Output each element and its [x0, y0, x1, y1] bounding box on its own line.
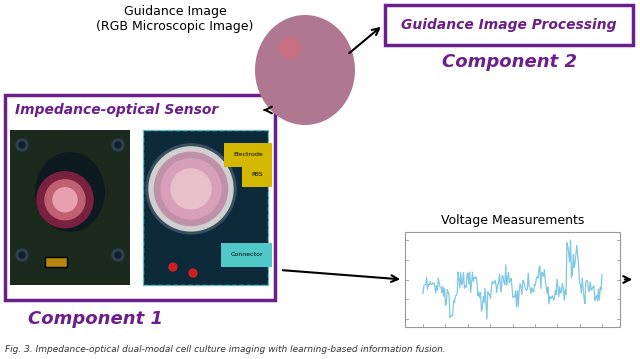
Circle shape [16, 249, 28, 261]
Ellipse shape [35, 152, 105, 232]
Circle shape [112, 139, 124, 151]
Circle shape [280, 38, 300, 58]
Text: Component 2: Component 2 [442, 53, 577, 71]
Circle shape [169, 263, 177, 271]
Circle shape [19, 252, 25, 258]
Circle shape [45, 180, 85, 220]
Text: Component 1: Component 1 [28, 310, 163, 328]
Text: Guidance Image Processing: Guidance Image Processing [401, 18, 617, 32]
FancyBboxPatch shape [143, 130, 268, 285]
Text: Connector: Connector [230, 252, 263, 257]
Text: Fig. 3. Impedance-optical dual-modal cell culture imaging with learning-based in: Fig. 3. Impedance-optical dual-modal cel… [5, 345, 445, 354]
FancyBboxPatch shape [10, 130, 130, 285]
Text: Impedance-optical Sensor: Impedance-optical Sensor [15, 103, 218, 117]
Circle shape [161, 159, 221, 219]
Circle shape [146, 144, 236, 234]
Circle shape [153, 151, 229, 227]
Circle shape [16, 139, 28, 151]
FancyBboxPatch shape [385, 5, 633, 45]
FancyBboxPatch shape [5, 95, 275, 300]
Text: Guidance Image
(RGB Microscopic Image): Guidance Image (RGB Microscopic Image) [96, 5, 253, 33]
Text: Electrode: Electrode [233, 153, 263, 158]
Text: Voltage Measurements: Voltage Measurements [441, 214, 584, 227]
Circle shape [53, 188, 77, 212]
Circle shape [19, 142, 25, 148]
Ellipse shape [255, 15, 355, 125]
Text: PBS: PBS [252, 173, 263, 177]
Circle shape [115, 142, 121, 148]
FancyBboxPatch shape [45, 257, 67, 267]
Circle shape [171, 169, 211, 209]
Circle shape [115, 252, 121, 258]
FancyBboxPatch shape [405, 232, 620, 327]
Circle shape [37, 172, 93, 228]
Circle shape [189, 269, 197, 277]
Circle shape [112, 249, 124, 261]
